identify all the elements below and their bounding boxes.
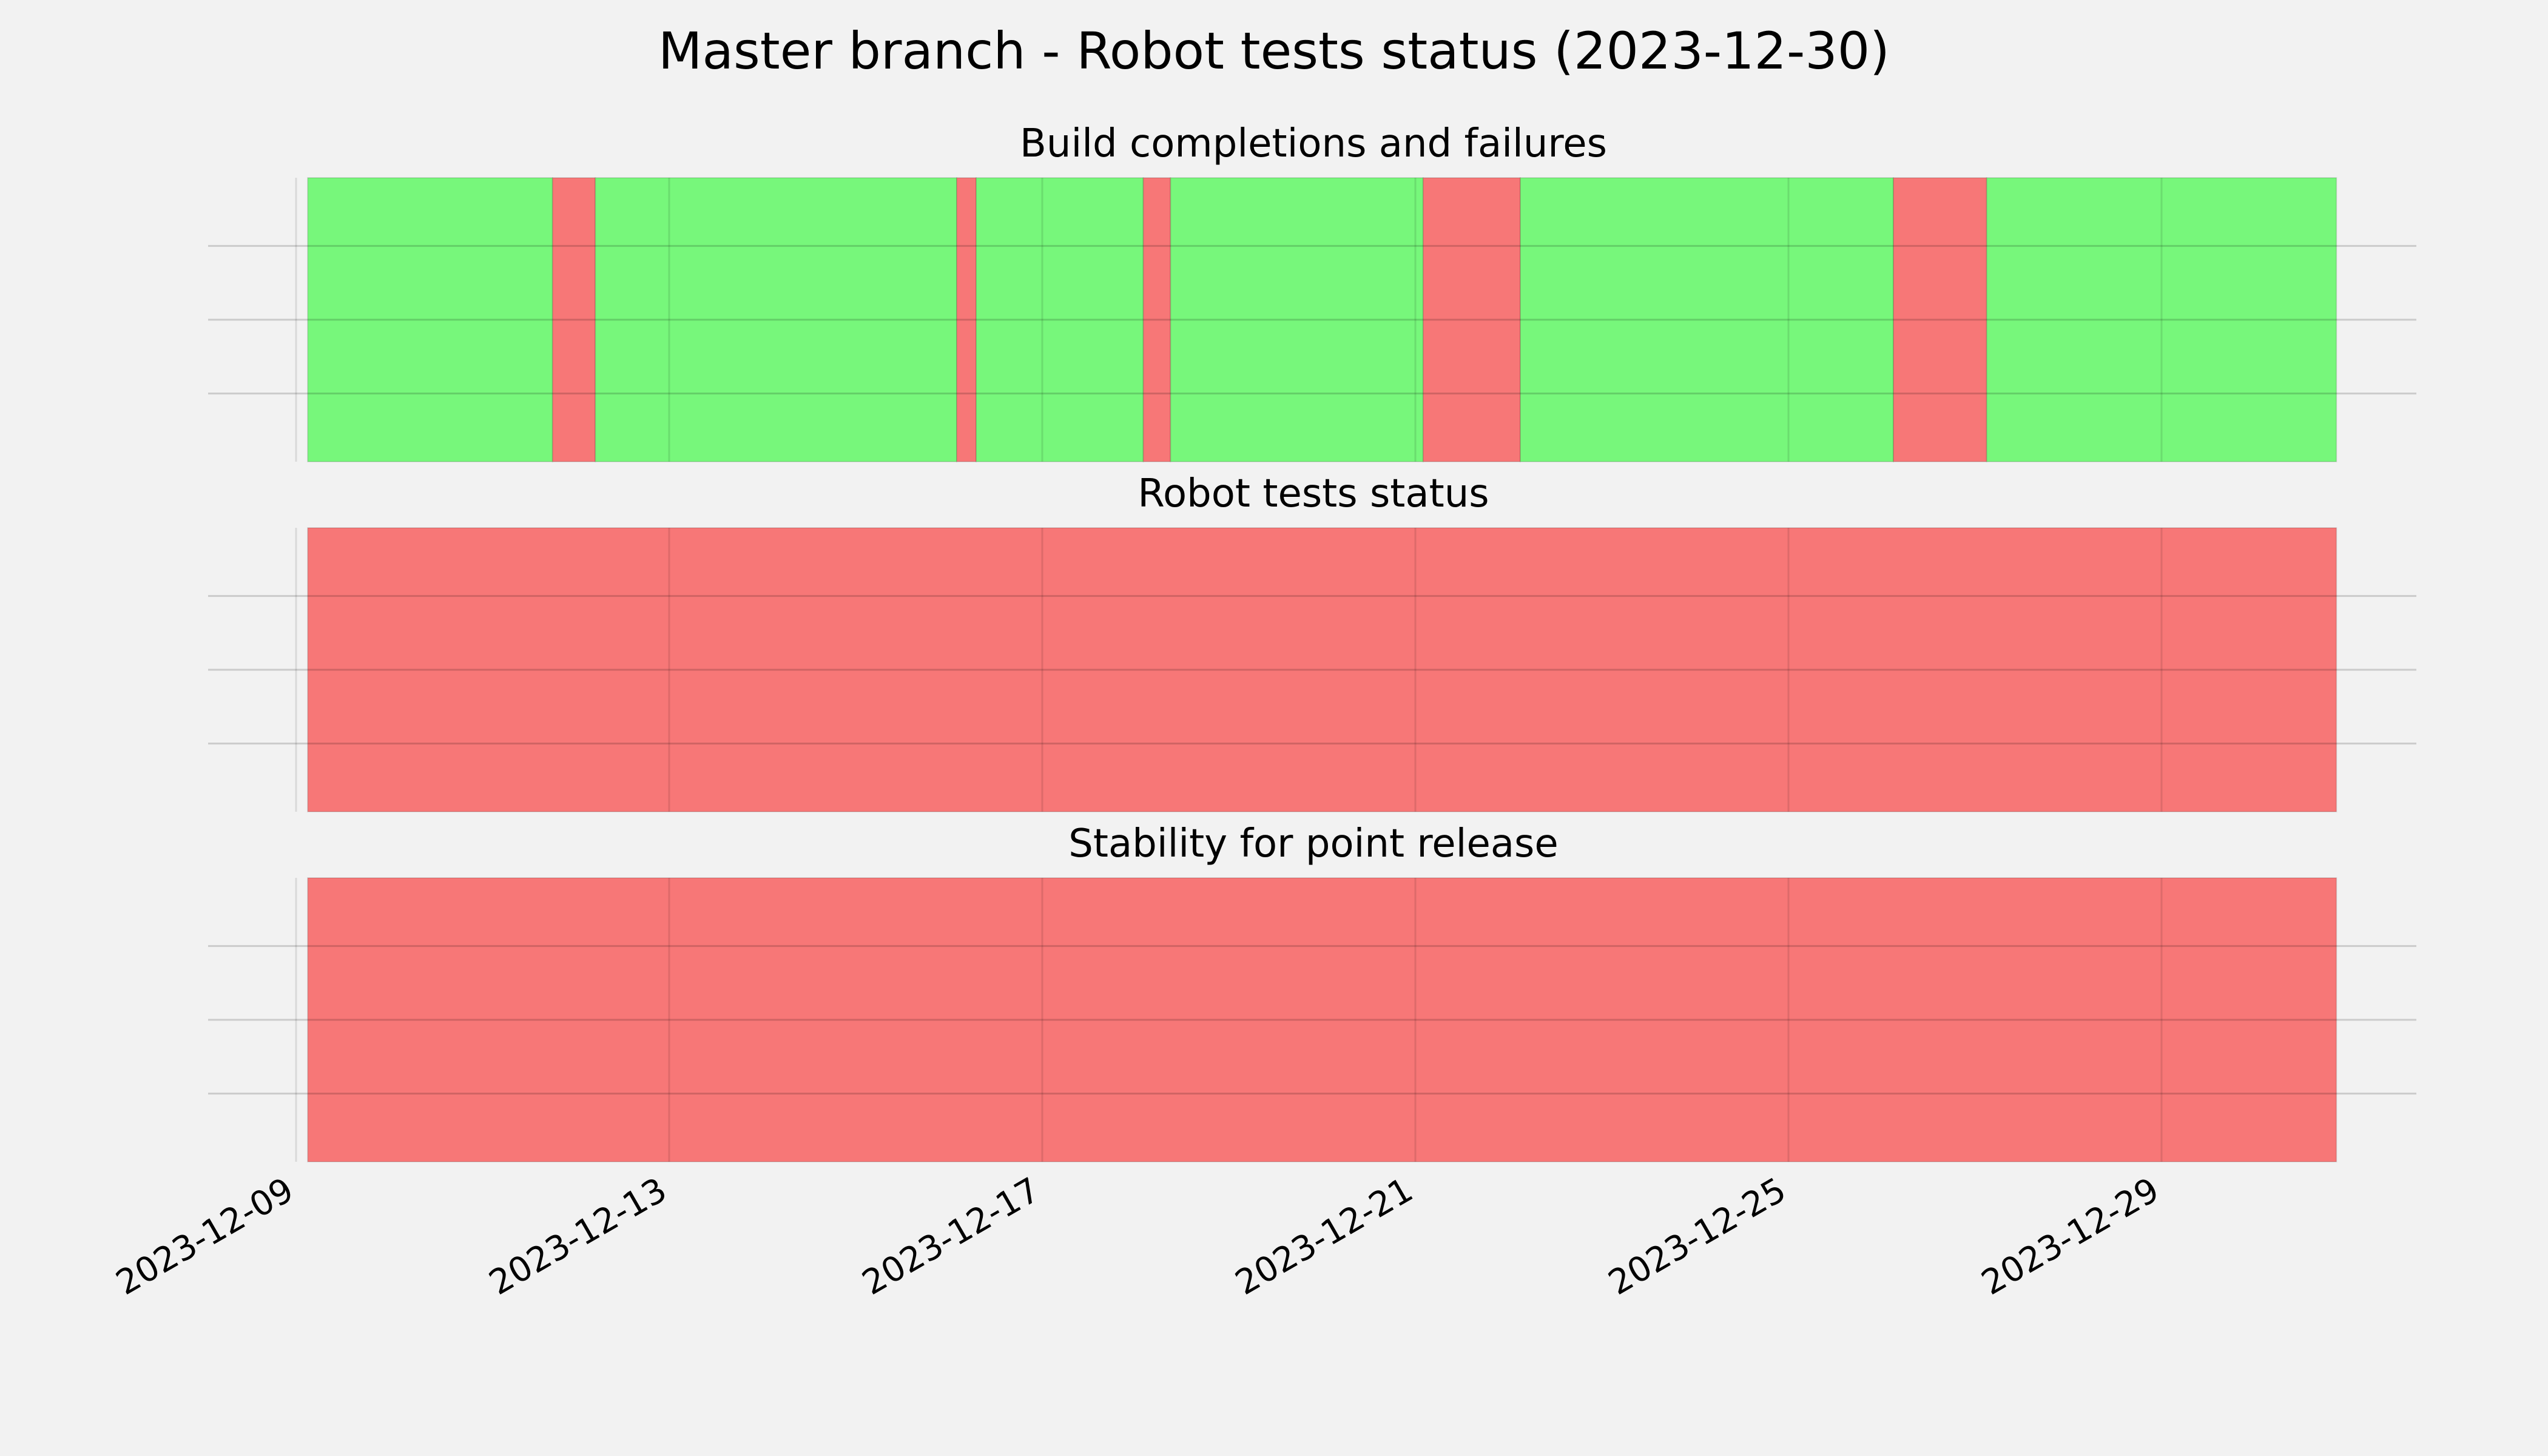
chart-title: Master branch - Robot tests status (2023… (658, 21, 1890, 81)
segment-fail (551, 177, 596, 462)
segment-fail (1892, 177, 1987, 462)
panel-title: Robot tests status (1138, 471, 1489, 516)
segment-pass (307, 177, 553, 462)
x-tick-label: 2023-12-29 (1975, 1170, 2166, 1303)
panel-2: Robot tests status (208, 471, 2416, 812)
x-tick-label: 2023-12-21 (1229, 1170, 1420, 1303)
segment-fail (307, 877, 2337, 1162)
segment-pass (976, 177, 1144, 462)
x-tick-label: 2023-12-09 (110, 1170, 300, 1303)
segment-fail (1142, 177, 1171, 462)
segment-fail (1422, 177, 1521, 462)
panel-title: Stability for point release (1068, 821, 1559, 866)
x-tick-label: 2023-12-13 (483, 1170, 673, 1303)
segment-pass (1519, 177, 1894, 462)
x-tick-label: 2023-12-25 (1602, 1170, 1793, 1303)
segment-pass (595, 177, 958, 462)
panel-1: Build completions and failures (208, 121, 2416, 462)
segment-pass (1170, 177, 1424, 462)
panel-title: Build completions and failures (1020, 121, 1607, 166)
segment-fail (307, 527, 2337, 812)
x-tick-label: 2023-12-17 (856, 1170, 1046, 1303)
panel-3: Stability for point release (208, 821, 2416, 1162)
segment-pass (1986, 177, 2337, 462)
